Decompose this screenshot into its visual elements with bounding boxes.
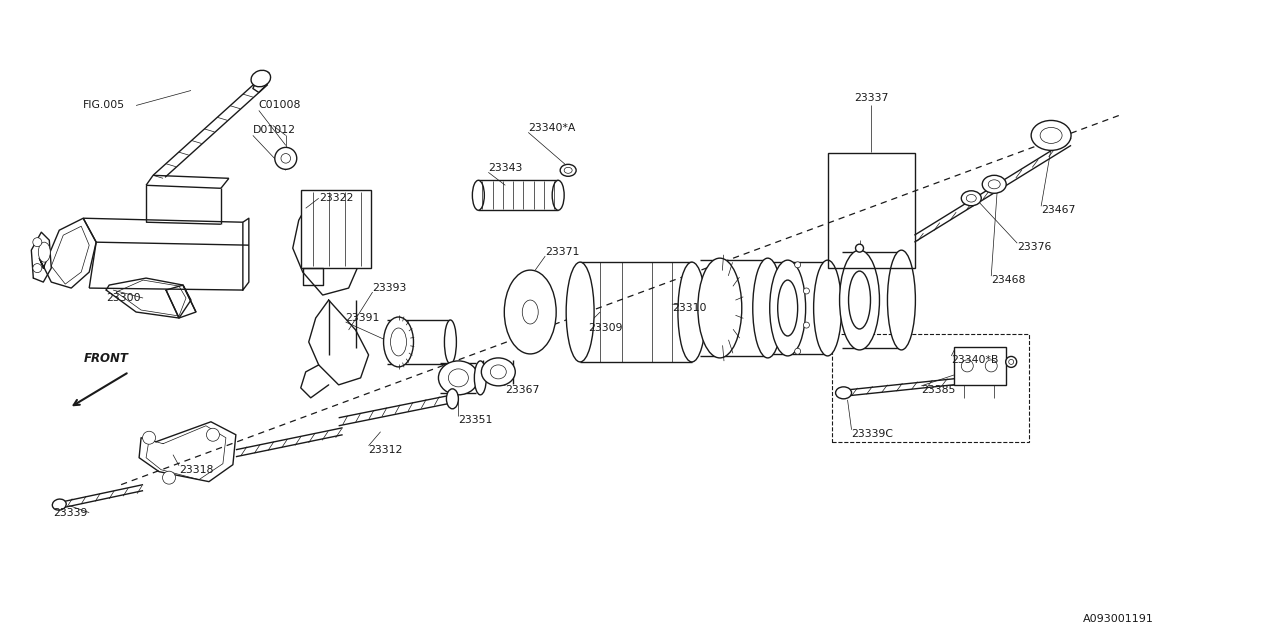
Text: 23337: 23337	[854, 93, 888, 104]
Circle shape	[795, 348, 801, 354]
Ellipse shape	[840, 250, 879, 350]
Text: FRONT: FRONT	[83, 352, 128, 365]
Ellipse shape	[849, 271, 870, 329]
Bar	[301, 190, 371, 268]
Circle shape	[142, 431, 156, 444]
Text: 23351: 23351	[458, 415, 493, 425]
Bar	[828, 154, 915, 268]
Text: 23467: 23467	[1041, 205, 1075, 215]
Ellipse shape	[444, 320, 457, 364]
Text: 23385: 23385	[922, 385, 956, 395]
Ellipse shape	[384, 317, 413, 367]
Ellipse shape	[961, 191, 982, 205]
Text: 23318: 23318	[179, 465, 214, 475]
Circle shape	[163, 471, 175, 484]
Ellipse shape	[481, 358, 516, 386]
Ellipse shape	[439, 361, 479, 395]
Text: 23339: 23339	[54, 508, 87, 518]
Circle shape	[855, 244, 864, 252]
Ellipse shape	[52, 499, 67, 510]
Ellipse shape	[836, 387, 851, 399]
Ellipse shape	[753, 258, 782, 358]
Circle shape	[804, 322, 809, 328]
Bar	[955, 347, 1006, 385]
Text: C01008: C01008	[259, 100, 301, 111]
Text: 23468: 23468	[991, 275, 1025, 285]
Text: 23376: 23376	[1018, 242, 1052, 252]
Ellipse shape	[38, 242, 50, 262]
Ellipse shape	[561, 164, 576, 176]
Ellipse shape	[566, 262, 594, 362]
Text: 23340*B: 23340*B	[951, 355, 998, 365]
Text: A093001191: A093001191	[1083, 614, 1153, 625]
Text: 23391: 23391	[346, 313, 380, 323]
Circle shape	[206, 428, 219, 441]
Circle shape	[282, 154, 291, 163]
Circle shape	[33, 237, 42, 246]
Text: 23300: 23300	[106, 293, 141, 303]
Text: 23371: 23371	[545, 247, 580, 257]
Text: FIG.005: FIG.005	[83, 100, 125, 111]
Text: 23322: 23322	[319, 193, 353, 204]
Ellipse shape	[887, 250, 915, 350]
Ellipse shape	[472, 180, 484, 210]
Circle shape	[275, 147, 297, 170]
Ellipse shape	[447, 389, 458, 409]
Text: 23312: 23312	[369, 445, 403, 454]
Text: 23309: 23309	[588, 323, 622, 333]
Text: 23339C: 23339C	[851, 429, 893, 439]
Circle shape	[986, 360, 997, 372]
Circle shape	[33, 264, 42, 273]
Ellipse shape	[769, 260, 805, 356]
Ellipse shape	[982, 175, 1006, 193]
Circle shape	[1006, 356, 1016, 367]
Ellipse shape	[552, 180, 564, 210]
Circle shape	[795, 262, 801, 268]
Circle shape	[804, 288, 809, 294]
Text: 23393: 23393	[372, 283, 407, 293]
Ellipse shape	[504, 270, 557, 354]
Text: D01012: D01012	[253, 125, 296, 136]
Text: 23343: 23343	[489, 163, 522, 173]
Text: 23367: 23367	[506, 385, 540, 395]
Circle shape	[961, 360, 973, 372]
Ellipse shape	[698, 258, 742, 358]
Ellipse shape	[1032, 120, 1071, 150]
Ellipse shape	[475, 361, 486, 395]
Text: 23310: 23310	[672, 303, 707, 313]
Bar	[832, 334, 1029, 442]
Text: 23340*A: 23340*A	[529, 124, 576, 133]
Ellipse shape	[251, 70, 270, 87]
Ellipse shape	[678, 262, 705, 362]
Ellipse shape	[814, 260, 841, 356]
Ellipse shape	[778, 280, 797, 336]
